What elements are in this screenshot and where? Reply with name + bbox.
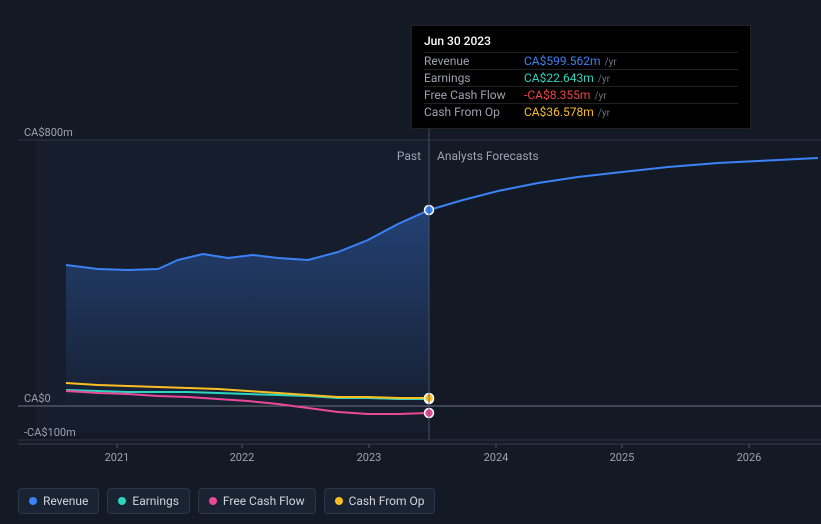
tooltip-row-value: CA$22.643m [524,71,594,85]
legend-item-revenue[interactable]: Revenue [18,488,99,514]
legend-label: Free Cash Flow [223,494,305,508]
tooltip-row-label: Free Cash Flow [424,88,524,102]
tooltip-row-label: Cash From Op [424,105,524,119]
tooltip-row: Free Cash Flow-CA$8.355m/yr [424,86,738,103]
tooltip-row: Cash From OpCA$36.578m/yr [424,103,738,120]
x-tick-label: 2023 [357,451,382,464]
tooltip-row-unit: /yr [594,91,606,102]
forecast-label: Analysts Forecasts [437,149,539,163]
x-tick-label: 2026 [737,451,762,464]
series-revenue-forecast [429,158,818,210]
x-tick-label: 2022 [230,451,255,464]
chart-legend: Revenue Earnings Free Cash Flow Cash From O… [18,488,435,514]
tooltip-row-unit: /yr [605,57,617,68]
past-label: Past [397,149,421,163]
tooltip-row-unit: /yr [598,108,610,119]
chart-tooltip: Jun 30 2023 RevenueCA$599.562m/yrEarning… [411,25,751,129]
tooltip-row-value: CA$36.578m [524,105,594,119]
tooltip-row: EarningsCA$22.643m/yr [424,69,738,86]
x-tick-label: 2024 [484,451,509,464]
tooltip-date: Jun 30 2023 [424,34,738,48]
tooltip-row: RevenueCA$599.562m/yr [424,52,738,69]
legend-item-fcf[interactable]: Free Cash Flow [198,488,316,514]
legend-dot-icon [118,497,126,505]
tooltip-row-unit: /yr [598,74,610,85]
legend-dot-icon [335,497,343,505]
x-tick-label: 2025 [610,451,635,464]
tooltip-row-value: CA$599.562m [524,54,601,68]
legend-dot-icon [209,497,217,505]
tooltip-row-label: Earnings [424,71,524,85]
y-tick-label: -CA$100m [24,426,76,439]
legend-label: Cash From Op [349,494,425,508]
y-tick-label: CA$800m [24,126,73,139]
tooltip-row-value: -CA$8.355m [524,88,590,102]
tooltip-row-label: Revenue [424,54,524,68]
legend-dot-icon [29,497,37,505]
x-tick-label: 2021 [105,451,130,464]
legend-item-cfo[interactable]: Cash From Op [324,488,436,514]
legend-label: Earnings [132,494,179,508]
legend-item-earnings[interactable]: Earnings [107,488,190,514]
y-tick-label: CA$0 [24,392,51,405]
legend-label: Revenue [43,494,88,508]
